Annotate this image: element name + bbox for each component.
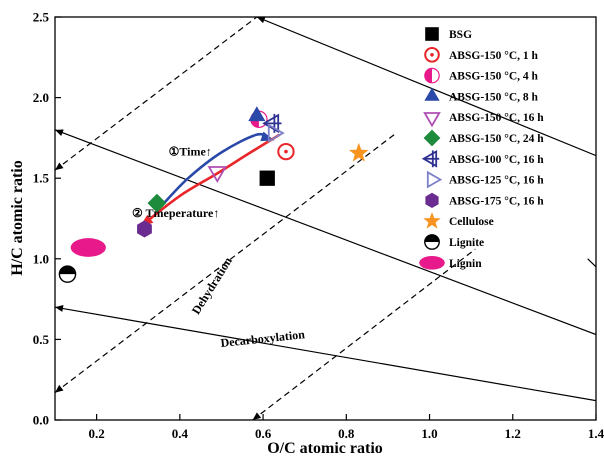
reference-line-6 <box>587 258 596 268</box>
x-axis-label: O/C atomic ratio <box>267 440 383 457</box>
annotation-2: Dehydration <box>189 254 235 317</box>
legend-label-6: ABSG-100 °C, 16 h <box>449 154 544 166</box>
reference-line-1 <box>55 134 395 394</box>
data-point-1 <box>277 142 295 161</box>
annotation-3: Decarboxylation <box>220 327 306 350</box>
x-tick-label-3: 0.8 <box>338 426 355 441</box>
legend-entry-7: ABSG-125 °C, 16 h <box>426 170 544 189</box>
legend-entry-3: ABSG-150 °C, 8 h <box>424 87 539 103</box>
legend-label-5: ABSG-150 °C, 24 h <box>449 133 544 145</box>
annotations: ①Time↑ ② Tmeperature↑ Dehydration Decarboxy… <box>132 145 306 350</box>
reference-arrowhead-1 <box>55 162 64 171</box>
legend-marker-4 <box>423 112 441 128</box>
x-tick-label-0: 0.2 <box>88 426 104 441</box>
legend-label-9: Cellulose <box>449 216 494 228</box>
annotation-0: ①Time↑ <box>169 145 212 159</box>
data-points <box>58 106 369 283</box>
y-tick-label-1: 0.5 <box>33 332 50 347</box>
reference-arrowhead-3 <box>252 412 262 420</box>
annotation-1: ② Tmeperature↑ <box>132 206 219 220</box>
plot-frame <box>54 16 597 421</box>
legend-marker-5 <box>423 129 441 147</box>
reference-arrowhead-2 <box>55 384 64 393</box>
legend-entry-0: BSG <box>425 27 472 41</box>
data-point-11 <box>70 238 106 257</box>
reference-line-0 <box>55 17 258 171</box>
legend-label-3: ABSG-150 °C, 8 h <box>449 91 539 103</box>
reference-line-4 <box>55 129 596 336</box>
legend-entry-9: Cellulose <box>423 212 494 229</box>
legend-entry-10: Lignite <box>424 234 484 250</box>
legend-marker-9 <box>423 212 441 229</box>
legend-marker-7 <box>426 170 443 189</box>
reference-line-3 <box>256 17 596 157</box>
y-axis-ticks: 0.0 0.5 1.0 1.5 2.0 2.5 <box>33 10 61 428</box>
legend-label-11: Lignin <box>449 258 482 270</box>
legend: BSG ABSG-150 °C, 1 h ABSG-150 °C, 4 h ABSG-… <box>419 27 544 270</box>
legend-label-10: Lignite <box>449 237 484 249</box>
data-point-8 <box>137 220 152 238</box>
legend-label-4: ABSG-150 °C, 16 h <box>449 112 544 124</box>
data-point-10 <box>58 265 77 283</box>
legend-marker-0 <box>425 27 439 41</box>
legend-label-2: ABSG-150 °C, 4 h <box>449 71 539 83</box>
legend-marker-1 <box>424 47 440 63</box>
legend-marker-11 <box>419 255 445 270</box>
data-point-9 <box>348 142 369 162</box>
legend-entry-5: ABSG-150 °C, 24 h <box>423 129 544 147</box>
trend-arrows <box>140 131 281 227</box>
data-point-6 <box>262 113 282 134</box>
legend-marker-8 <box>425 192 439 208</box>
legend-marker-10 <box>424 234 440 250</box>
legend-marker-2 <box>424 67 440 84</box>
x-axis-ticks: 0.2 0.4 0.6 0.8 1.0 1.2 1.4 <box>88 414 604 441</box>
reference-line-5 <box>55 306 596 402</box>
data-point-0 <box>259 170 275 186</box>
x-tick-label-6: 1.4 <box>588 426 604 441</box>
y-tick-label-0: 0.0 <box>33 413 49 428</box>
y-tick-label-2: 1.0 <box>33 251 49 266</box>
legend-label-7: ABSG-125 °C, 16 h <box>449 175 544 187</box>
legend-marker-6 <box>421 149 440 168</box>
legend-marker-3 <box>424 87 440 101</box>
legend-entry-11: Lignin <box>419 255 482 270</box>
legend-entry-1: ABSG-150 °C, 1 h <box>424 47 539 63</box>
reference-line-2 <box>252 248 476 420</box>
y-tick-label-3: 1.5 <box>33 171 50 186</box>
reference-lines <box>55 17 596 420</box>
legend-entry-2: ABSG-150 °C, 4 h <box>424 67 539 84</box>
legend-entry-4: ABSG-150 °C, 16 h <box>423 112 544 128</box>
x-tick-label-4: 1.0 <box>421 426 437 441</box>
legend-entry-8: ABSG-175 °C, 16 h <box>425 192 544 208</box>
x-tick-label-5: 1.2 <box>505 426 521 441</box>
trend-arrow-1 <box>141 133 281 226</box>
reference-arrowhead-0 <box>256 17 266 24</box>
legend-label-1: ABSG-150 °C, 1 h <box>449 50 539 62</box>
x-tick-label-2: 0.6 <box>255 426 272 441</box>
x-tick-label-1: 0.4 <box>172 426 189 441</box>
data-point-4 <box>207 166 228 184</box>
legend-label-0: BSG <box>449 29 472 41</box>
y-axis-label: H/C atomic ratio <box>9 160 26 276</box>
y-tick-label-4: 2.0 <box>33 90 49 105</box>
legend-label-8: ABSG-175 °C, 16 h <box>449 195 544 207</box>
data-point-7 <box>267 123 285 143</box>
reference-arrowhead-5 <box>55 305 64 312</box>
y-tick-label-5: 2.5 <box>33 10 50 25</box>
data-point-3 <box>248 106 266 122</box>
reference-arrowhead-4 <box>55 129 64 136</box>
legend-entry-6: ABSG-100 °C, 16 h <box>421 149 544 168</box>
data-point-5 <box>147 193 167 213</box>
